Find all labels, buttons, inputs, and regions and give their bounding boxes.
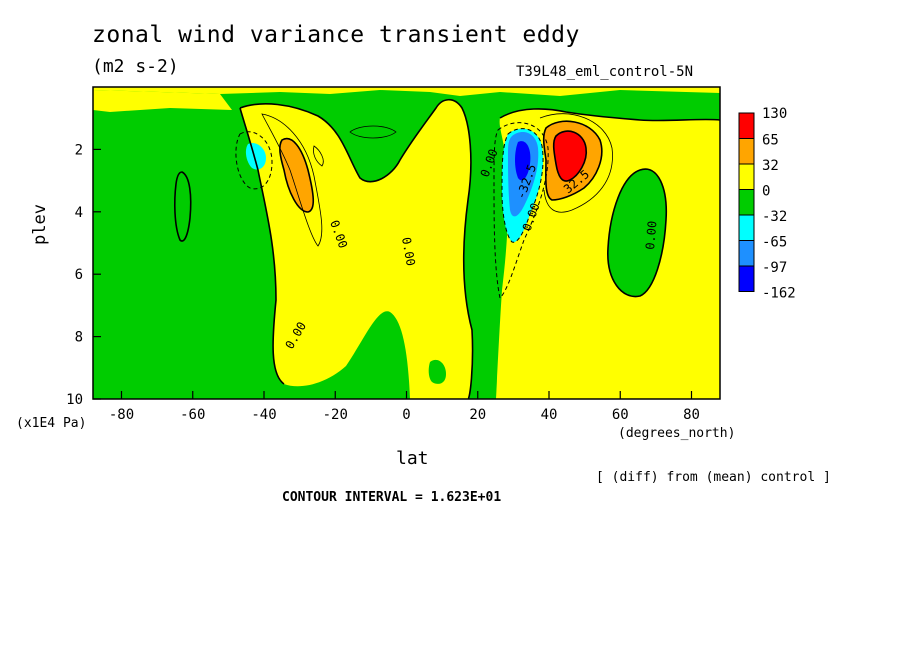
field-green-nh-island: [607, 169, 667, 297]
contour-label: 0.00: [399, 236, 418, 267]
x-axis-units: (degrees_north): [618, 426, 736, 441]
contour-zero-main: [239, 98, 474, 399]
contour-zero-sh-island: [174, 171, 192, 242]
field-yellow-top-band: [93, 87, 720, 96]
colorbar-swatch: [738, 189, 755, 216]
contour-positive-nh: [542, 120, 603, 201]
colorbar-label: -32: [762, 209, 787, 225]
field-orange-sh-core: [279, 138, 314, 212]
y-axis-units: (x1E4 Pa): [16, 416, 87, 431]
y-axis-label: plev: [30, 204, 50, 245]
chart-units: (m2 s-2): [92, 56, 179, 77]
colorbar-swatch: [738, 214, 755, 241]
contour-label: 0.00: [643, 220, 659, 250]
field-cyan-sh-core: [245, 142, 266, 170]
colorbar-swatch: [738, 138, 755, 165]
contour-positive-sh: [279, 137, 315, 213]
contour-negative-nh-inner: [501, 128, 544, 243]
x-tick-label: 60: [612, 407, 629, 423]
y-tick-label: 8: [75, 330, 83, 346]
contour-interval: CONTOUR INTERVAL = 1.623E+01: [282, 490, 502, 505]
field-green-sh-island: [174, 172, 191, 242]
x-tick-label: -60: [180, 407, 205, 423]
x-axis: -80 -60 -40 -20 0 20 40 60 80: [109, 391, 700, 423]
x-tick-label: -80: [109, 407, 134, 423]
colorbar-label: -65: [762, 235, 787, 251]
field-darkblue-nh-core: [515, 141, 531, 181]
colorbar: 130 65 32 0 -32 -65 -97 -162: [738, 106, 796, 302]
contour-labels: 0.00 0.00 0.00 0.00 0.00 32.5 -32.5 0.00: [282, 147, 659, 351]
x-tick-label: 20: [469, 407, 486, 423]
colorbar-label: 65: [762, 133, 779, 149]
colorbar-label: -97: [762, 260, 787, 276]
colorbar-label: -162: [762, 286, 796, 302]
contour-zero-left-edge: [239, 107, 285, 385]
colorbar-label: 130: [762, 106, 787, 122]
colorbar-swatch: [738, 163, 755, 190]
colorbar-swatch: [738, 240, 755, 267]
field-red-nh-core: [553, 131, 587, 182]
colorbar-label: 32: [762, 158, 779, 174]
x-tick-label: 0: [402, 407, 410, 423]
contour-thin-nh-a: [539, 113, 613, 213]
contour-positive-nh-inner: [552, 130, 588, 182]
y-tick-label: 4: [75, 205, 83, 221]
contour-thin-sh-b: [313, 145, 324, 167]
contour-thin-top: [349, 125, 397, 139]
x-tick-label: 80: [683, 407, 700, 423]
x-tick-label: -40: [251, 407, 276, 423]
y-tick-label: 6: [75, 267, 83, 283]
plot-area: [93, 87, 720, 399]
y-axis: 2 4 6 8 10: [66, 142, 101, 408]
field-green-bottom-patch: [428, 359, 446, 384]
chart-title: zonal wind variance transient eddy: [92, 22, 580, 48]
contour-negative-sh: [235, 131, 273, 190]
contour-thin-sh-a: [261, 113, 323, 247]
x-tick-label: -20: [323, 407, 348, 423]
run-label: T39L48_eml_control-5N: [516, 64, 694, 80]
y-tick-label: 2: [75, 142, 83, 158]
field-yellow-left-tail: [93, 90, 232, 112]
y-tick-label: 10: [66, 392, 83, 408]
x-axis-label: lat: [396, 448, 429, 469]
contour-zero-nh-island: [607, 168, 668, 298]
contour-negative-nh-outer: [493, 122, 549, 300]
x-tick-label: 40: [541, 407, 558, 423]
colorbar-label: 0: [762, 184, 770, 200]
difference-note: [ (diff) from (mean) control ]: [596, 470, 831, 485]
colorbar-swatch: [738, 112, 755, 139]
colorbar-swatch: [738, 265, 755, 292]
contour-zero-nh: [499, 108, 720, 122]
